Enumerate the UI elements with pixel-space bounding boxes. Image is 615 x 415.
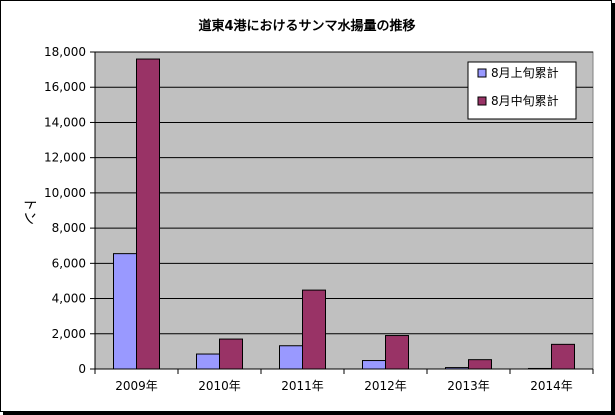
- gridlines: [95, 51, 593, 335]
- x-tick-label: 2013年: [447, 379, 490, 393]
- bar: [551, 343, 575, 370]
- y-tick-label: 12,000: [44, 151, 86, 165]
- bar: [136, 58, 160, 370]
- y-tick-label: 4,000: [52, 292, 86, 306]
- y-tick-label: 2,000: [52, 327, 86, 341]
- bar: [468, 359, 492, 370]
- y-tick-label: 10,000: [44, 186, 86, 200]
- y-tick-label: 8,000: [52, 221, 86, 235]
- y-axis: 0 2,000 4,000 6,000 8,000 10,000 12,000 14,000 1…: [44, 45, 96, 376]
- y-tick-label: 6,000: [52, 256, 86, 270]
- frame-shadow-right: [612, 3, 615, 415]
- bar: [196, 353, 220, 370]
- legend-label: 8月上旬累計: [491, 65, 559, 80]
- bar: [279, 345, 303, 370]
- x-tick-label: 2012年: [364, 379, 407, 393]
- legend-swatch: [477, 68, 487, 78]
- bars: [113, 58, 575, 370]
- x-tick-label: 2014年: [530, 379, 573, 393]
- x-tick-label: 2009年: [115, 379, 158, 393]
- chart-title: 道東4港におけるサンマ水揚量の推移: [198, 18, 415, 34]
- frame-shadow-bottom: [3, 412, 615, 415]
- y-tick-label: 0: [78, 362, 86, 376]
- bar: [302, 289, 326, 370]
- bar: [219, 338, 243, 370]
- legend: 8月上旬累計 8月中旬累計: [467, 61, 577, 120]
- bar: [385, 335, 409, 370]
- y-axis-label: トン: [21, 197, 37, 225]
- x-axis: 2009年 2010年 2011年 2012年 2013年 2014年: [94, 368, 594, 393]
- y-tick-label: 16,000: [44, 80, 86, 94]
- legend-swatch: [477, 96, 487, 106]
- bar: [113, 253, 137, 370]
- bar: [362, 360, 386, 370]
- x-tick-label: 2010年: [198, 379, 241, 393]
- y-tick-label: 14,000: [44, 115, 86, 129]
- legend-label: 8月中旬累計: [491, 93, 559, 108]
- y-tick-label: 18,000: [44, 45, 86, 59]
- x-tick-label: 2011年: [281, 379, 324, 393]
